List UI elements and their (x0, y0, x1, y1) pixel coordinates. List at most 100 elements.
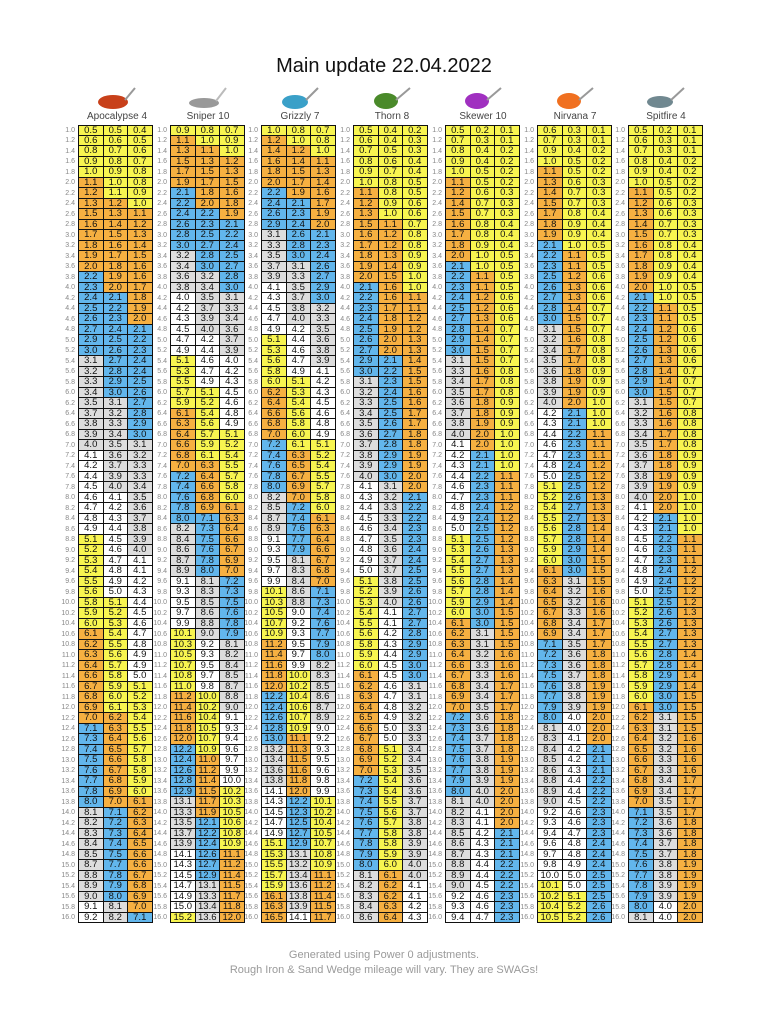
row-label: 14.4 (153, 830, 167, 838)
table-cell: 1.8 (220, 198, 245, 209)
row-label: 13.0 (520, 756, 534, 764)
row-label: 10.8 (428, 641, 442, 649)
table-cell: 2.8 (403, 629, 428, 640)
table-row: 13.8 9.0 4.5 2.2 (517, 797, 612, 808)
table-cell: 3.7 (262, 261, 287, 272)
table-cell: 1.2 (262, 135, 287, 146)
table-cell: 8.5 (220, 671, 245, 682)
table-row: 6.6 4.3 2.1 1.0 (517, 419, 612, 430)
table-cell: 1.0 (470, 251, 495, 262)
table-cell: 0.4 (562, 146, 587, 157)
table-cell: 2.5 (470, 534, 495, 545)
row-label: 2.2 (615, 189, 625, 197)
table-cell: 0.2 (495, 167, 520, 178)
table-cell: 1.0 (311, 146, 336, 157)
table-cell: 1.4 (103, 219, 128, 230)
table-cell: 8.0 (195, 566, 220, 577)
row-label: 11.4 (428, 672, 442, 680)
row-label: 12.2 (244, 714, 258, 722)
table-cell: 5.3 (378, 765, 403, 776)
table-row: 7.4 4.8 2.4 1.2 (517, 461, 612, 472)
table-cell: 8.9 (171, 566, 196, 577)
table-cell: 0.7 (495, 345, 520, 356)
table-cell: 5.3 (103, 618, 128, 629)
table-row: 2.2 2.2 1.9 1.6 (241, 188, 336, 199)
table-cell: 0.7 (562, 188, 587, 199)
table-row: 1.6 0.8 0.6 0.4 (333, 156, 428, 167)
row-label: 3.8 (248, 273, 258, 281)
table-cell: 2.5 (653, 587, 678, 598)
table-cell: 2.7 (538, 293, 563, 304)
table-cell: 1.8 (446, 240, 471, 251)
row-label: 12.4 (61, 725, 75, 733)
table-cell: 6.9 (538, 629, 563, 640)
table-cell: 0.8 (79, 146, 104, 157)
table-cell: 6.6 (446, 660, 471, 671)
row-label: 8.8 (65, 536, 75, 544)
table-cell: 8.0 (538, 713, 563, 724)
table-cell: 2.4 (629, 324, 654, 335)
table-row: 6.8 3.9 3.4 3.0 (58, 429, 153, 440)
table-cell: 1.1 (678, 534, 703, 545)
row-label: 11.8 (336, 693, 350, 701)
table-cell: 5.4 (286, 398, 311, 409)
table-cell: 4.0 (195, 324, 220, 335)
row-label: 2.0 (340, 179, 350, 187)
table-cell: 2.0 (128, 314, 153, 325)
row-label: 10.6 (611, 630, 625, 638)
table-cell: 1.7 (128, 282, 153, 293)
table-cell: 0.8 (403, 230, 428, 241)
table-row: 4.6 2.7 1.3 0.6 (425, 314, 520, 325)
row-label: 10.6 (336, 630, 350, 638)
table-row: 8.6 8.9 7.6 6.3 (241, 524, 336, 535)
row-label: 6.6 (157, 420, 167, 428)
table-cell: 4.9 (195, 377, 220, 388)
table-cell: 0.4 (587, 230, 612, 241)
table-row: 14.8 7.5 3.7 1.8 (608, 849, 703, 860)
table-row: 6.8 3.6 2.7 1.8 (333, 429, 428, 440)
table-row: 6.0 5.7 5.1 4.5 (150, 387, 245, 398)
table-row: 11.2 11.6 9.9 8.2 (241, 660, 336, 671)
table-cell: 8.2 (262, 492, 287, 503)
table-cell: 9.3 (286, 629, 311, 640)
row-label: 14.4 (520, 830, 534, 838)
table-cell: 2.0 (678, 902, 703, 913)
table-cell: 1.5 (403, 366, 428, 377)
table-cell: 9.5 (195, 660, 220, 671)
wedge-head-icon (621, 86, 711, 110)
table-row: 1.2 0.6 0.3 0.1 (608, 135, 703, 146)
row-label: 13.2 (244, 767, 258, 775)
row-label: 14.0 (244, 809, 258, 817)
table-cell: 1.6 (79, 219, 104, 230)
table-row: 5.8 3.3 2.9 2.5 (58, 377, 153, 388)
table-row: 7.4 7.0 6.3 5.5 (150, 461, 245, 472)
table-row: 10.0 10.3 8.8 7.3 (241, 597, 336, 608)
table-cell: 4.7 (79, 503, 104, 514)
table-cell: 1.9 (678, 881, 703, 892)
table-row: 4.8 3.1 1.5 0.7 (517, 324, 612, 335)
table-row: 11.2 6.0 4.5 3.0 (333, 660, 428, 671)
table-cell: 1.5 (403, 377, 428, 388)
table-cell: 3.2 (79, 366, 104, 377)
table-cell: 4.2 (79, 461, 104, 472)
table-cell: 10.4 (311, 818, 336, 829)
table-cell: 15.1 (262, 839, 287, 850)
table-row: 1.0 0.5 0.2 0.1 (608, 125, 703, 136)
table-row: 7.0 4.0 3.5 3.1 (58, 440, 153, 451)
row-label: 4.8 (432, 326, 442, 334)
table-cell: 3.2 (470, 650, 495, 661)
table-cell: 1.1 (495, 482, 520, 493)
row-label: 5.2 (157, 347, 167, 355)
row-label: 3.8 (615, 273, 625, 281)
table-row: 13.4 7.9 3.9 1.9 (425, 776, 520, 787)
table-cell: 0.5 (653, 188, 678, 199)
table-row: 9.6 5.1 3.8 2.5 (333, 576, 428, 587)
table-cell: 7.4 (262, 450, 287, 461)
table-cell: 0.2 (653, 125, 678, 136)
table-cell: 0.8 (629, 156, 654, 167)
table-cell: 0.5 (562, 156, 587, 167)
table-cell: 0.9 (378, 198, 403, 209)
table-cell: 14.7 (171, 881, 196, 892)
table-cell: 4.9 (446, 513, 471, 524)
table-cell: 9.3 (195, 650, 220, 661)
